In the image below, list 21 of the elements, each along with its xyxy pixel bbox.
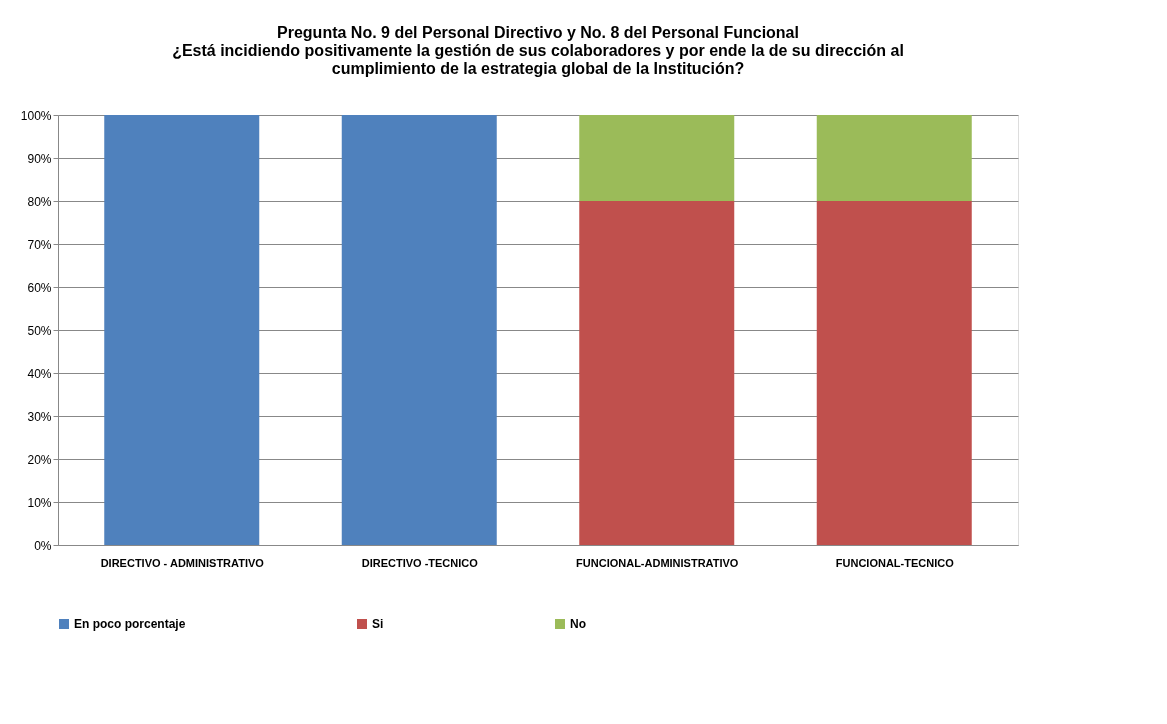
legend-label: En poco porcentaje [74,617,186,631]
y-tick-label: 10% [27,495,52,510]
y-tick-label: 40% [27,366,52,381]
y-tick-label: 30% [27,409,52,424]
y-tick-label: 100% [20,108,52,123]
text: Pregunta No. 9 del Personal Directivo y No. 8 del Personal Funcional [277,24,799,41]
x-tick-label: FUNCIONAL-TECNICO [835,556,955,569]
y-tick-label: 70% [27,237,52,252]
text: cumplimiento de la estrategia global de la Institución? [331,60,745,77]
legend-label: Si [372,617,384,631]
x-tick-label: DIRECTIVO -TECNICO [361,556,479,569]
legend-label: No [570,617,586,631]
y-tick-label: 80% [27,194,52,209]
y-tick-label: 0% [34,538,52,553]
text: ¿Está incidiendo positivamente la gestión de sus colaboradores y por ende la de su dirección al [172,42,904,59]
x-tick-label: FUNCIONAL-ADMINISTRATIVO [576,556,739,569]
y-tick-label: 50% [27,323,52,338]
x-tick-label: DIRECTIVO - ADMINISTRATIVO [100,556,265,569]
y-tick-label: 90% [27,151,52,166]
y-tick-label: 20% [27,452,52,467]
y-tick-label: 60% [27,280,52,295]
